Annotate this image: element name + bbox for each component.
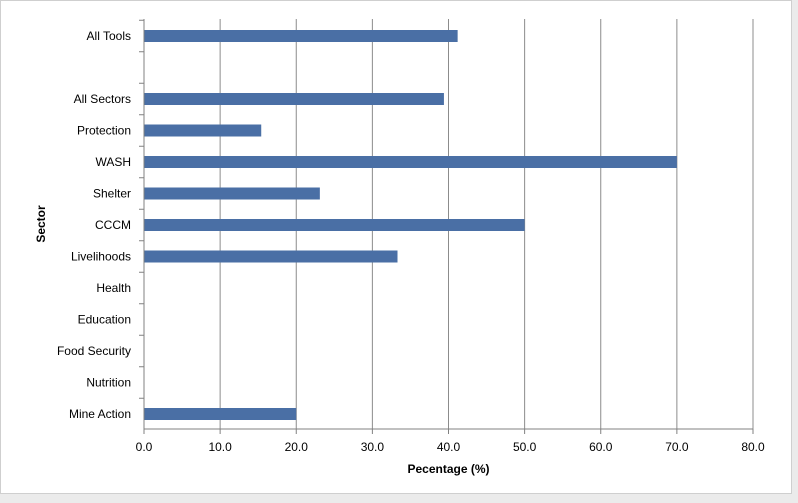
y-tick-label: Protection xyxy=(77,124,131,138)
bar-chart: All Tools All Sectors Protection WASH Shelte… xyxy=(34,19,765,476)
bar xyxy=(144,30,458,42)
y-tick-label: Mine Action xyxy=(69,407,131,421)
y-axis-title: Sector xyxy=(34,205,48,243)
bar xyxy=(144,124,262,137)
y-tick-label: Shelter xyxy=(93,187,131,201)
y-tick-label: All Sectors xyxy=(74,92,131,106)
y-tick-label: Health xyxy=(96,281,131,295)
x-tick-label: 80.0 xyxy=(741,440,765,454)
bar xyxy=(144,156,677,168)
x-tick-label: 10.0 xyxy=(208,440,232,454)
y-tick-labels: All Tools All Sectors Protection WASH Shelte… xyxy=(57,19,144,421)
bar xyxy=(144,408,297,420)
y-tick-label: Livelihoods xyxy=(71,250,131,264)
chart-frame: All Tools All Sectors Protection WASH Shelte… xyxy=(0,0,792,494)
bar xyxy=(144,219,525,231)
x-tick-label: 70.0 xyxy=(665,440,689,454)
bar xyxy=(144,250,398,263)
y-tick-label: Food Security xyxy=(57,344,131,358)
y-tick-label: WASH xyxy=(95,155,131,169)
x-axis-title: Pecentage (%) xyxy=(407,462,489,476)
x-tick-labels: 0.0 10.0 20.0 30.0 40.0 50.0 60.0 70.0 80.0 xyxy=(136,440,765,454)
bars xyxy=(144,30,677,420)
x-tick-label: 40.0 xyxy=(437,440,461,454)
x-tick-label: 60.0 xyxy=(589,440,613,454)
x-tick-label: 0.0 xyxy=(136,440,153,454)
y-tick-label: Education xyxy=(78,313,131,327)
y-tick-label: All Tools xyxy=(87,29,131,43)
x-tick-label: 30.0 xyxy=(361,440,385,454)
bar xyxy=(144,93,444,105)
bar xyxy=(144,187,320,200)
x-tick-label: 50.0 xyxy=(513,440,537,454)
y-tick-label: Nutrition xyxy=(86,376,131,390)
y-tick-label: CCCM xyxy=(95,218,131,232)
x-tick-label: 20.0 xyxy=(285,440,309,454)
